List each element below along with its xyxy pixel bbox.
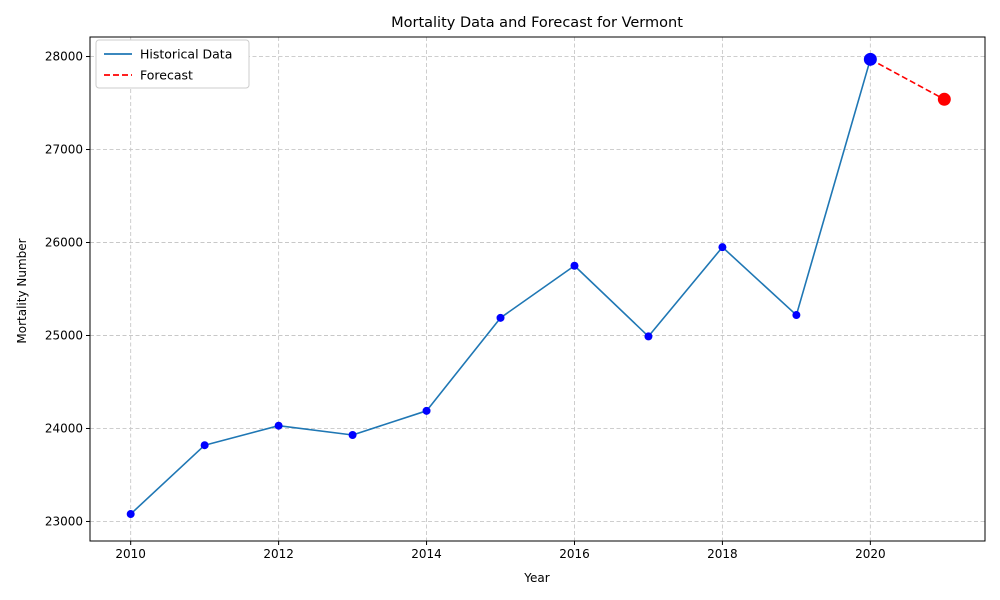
historical-point xyxy=(792,311,801,320)
forecast-line xyxy=(869,58,945,101)
plot-frame xyxy=(89,36,986,542)
historical-point xyxy=(496,313,505,322)
legend-box xyxy=(95,39,250,89)
legend: Historical Data Forecast xyxy=(95,39,250,89)
y-tick-label: 23000 xyxy=(45,514,83,528)
historical-point xyxy=(718,243,727,252)
x-tick-label: 2012 xyxy=(263,547,294,561)
y-axis-ticks: 23000 24000 25000 26000 27000 28000 xyxy=(45,50,90,528)
legend-label-forecast: Forecast xyxy=(140,68,193,83)
last-historical-point xyxy=(863,52,877,66)
series-layer xyxy=(130,58,945,515)
x-tick-label: 2020 xyxy=(855,547,886,561)
x-tick-label: 2016 xyxy=(559,547,590,561)
y-tick-label: 27000 xyxy=(45,143,83,157)
historical-point xyxy=(348,430,357,439)
forecast-point xyxy=(937,92,951,106)
y-tick-label: 25000 xyxy=(45,328,83,342)
x-tick-label: 2018 xyxy=(707,547,738,561)
historical-point xyxy=(644,332,653,341)
historical-line xyxy=(130,59,872,515)
chart-title: Mortality Data and Forecast for Vermont xyxy=(391,15,683,31)
historical-point xyxy=(570,261,579,270)
historical-point xyxy=(200,441,209,450)
y-tick-label: 26000 xyxy=(45,236,83,250)
historical-point xyxy=(126,510,135,519)
grid-layer xyxy=(90,37,985,541)
y-axis-label: Mortality Number xyxy=(15,238,29,343)
x-axis-ticks: 2010 2012 2014 2016 2018 2020 xyxy=(115,541,886,561)
points-layer xyxy=(126,52,951,519)
legend-label-historical: Historical Data xyxy=(140,47,232,62)
x-tick-label: 2014 xyxy=(411,547,442,561)
y-tick-label: 24000 xyxy=(45,421,83,435)
historical-point xyxy=(274,421,283,430)
historical-point xyxy=(422,406,431,415)
x-axis-label: Year xyxy=(523,571,549,585)
x-tick-label: 2010 xyxy=(115,547,146,561)
y-tick-label: 28000 xyxy=(45,50,83,64)
